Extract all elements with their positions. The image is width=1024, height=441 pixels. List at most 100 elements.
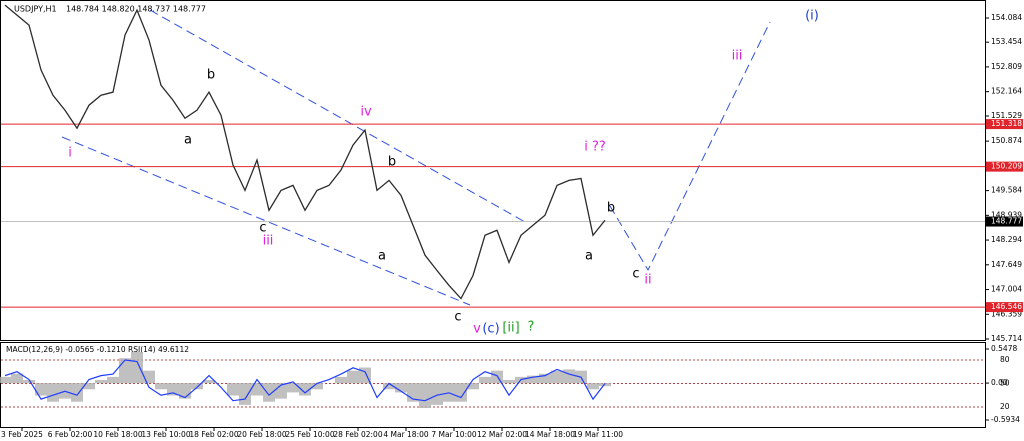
macd-bar xyxy=(479,376,491,384)
wave-label: a xyxy=(184,133,192,148)
macd-bar xyxy=(83,383,95,390)
x-tick-label: 12 Mar 02:00 xyxy=(477,430,527,439)
macd-bar xyxy=(551,370,563,384)
price-tag xyxy=(986,216,1023,227)
y-tick-label: 150.874 xyxy=(991,136,1022,145)
macd-bar xyxy=(419,383,431,408)
level-tag xyxy=(986,119,1023,130)
macd-bar xyxy=(263,383,275,402)
wave-label: a xyxy=(378,249,386,264)
wave-label: iii xyxy=(263,234,274,249)
quote: 148.784 148.820 148.737 148.777 xyxy=(66,5,206,14)
y-tick-label: 147.649 xyxy=(991,260,1022,269)
rsi-line xyxy=(4,359,606,402)
x-tick-label: 14 Mar 18:00 xyxy=(525,430,575,439)
macd-bar xyxy=(455,383,467,402)
wave-label: b xyxy=(607,201,615,216)
y-tick-label: 153.454 xyxy=(991,37,1022,46)
macd-bar xyxy=(563,369,575,384)
wave-label: c xyxy=(454,310,461,325)
macd-bar xyxy=(0,376,11,384)
macd-bar xyxy=(383,383,395,390)
macd-bar xyxy=(239,383,251,405)
x-tick-label: 3 Feb 2025 xyxy=(1,430,43,439)
symbol: USDJPY,H1 xyxy=(14,5,57,14)
wave-label: i xyxy=(68,146,72,161)
macd-bar xyxy=(431,383,443,405)
y-tick-label: 147.004 xyxy=(991,285,1022,294)
macd-bar xyxy=(107,376,119,384)
macd-bar xyxy=(191,383,203,390)
y-tick-label: 148.939 xyxy=(991,210,1022,219)
macd-bar xyxy=(395,383,407,393)
wave-label: b xyxy=(207,68,215,83)
wave-label: (c) xyxy=(482,322,499,337)
macd-bar xyxy=(11,373,23,384)
wave-label: ii xyxy=(644,273,651,288)
macd-bar xyxy=(23,379,35,384)
channel-bottom xyxy=(61,136,471,306)
rsi-level-label: 50 xyxy=(1000,378,1010,387)
level-tag xyxy=(986,161,1023,172)
level-label: 146.546 xyxy=(991,302,1022,311)
wave-label: a xyxy=(585,249,593,264)
level-tag xyxy=(986,302,1023,313)
level-label: 150.209 xyxy=(991,162,1022,171)
macd-bar xyxy=(119,358,131,384)
macd-bar xyxy=(47,383,59,402)
x-tick-label: 20 Feb 18:00 xyxy=(237,430,286,439)
y-tick-label: 154.084 xyxy=(991,13,1022,22)
rsi-level-label: 20 xyxy=(1000,402,1010,411)
macd-bar xyxy=(599,383,611,387)
wave-label: v xyxy=(473,322,481,337)
x-tick-label: 13 Feb 10:00 xyxy=(141,430,190,439)
price-line-series xyxy=(4,4,606,300)
macd-bar xyxy=(467,383,479,390)
macd-bar xyxy=(131,351,143,384)
x-tick-label: 4 Mar 18:00 xyxy=(383,430,429,439)
macd-bar xyxy=(203,379,215,384)
macd-bar xyxy=(299,383,311,396)
wave-label: i ?? xyxy=(584,140,606,155)
y-tick-label: 145.714 xyxy=(991,334,1022,343)
x-tick-label: 28 Feb 02:00 xyxy=(333,430,382,439)
level-label: 151.318 xyxy=(991,119,1022,128)
wave-channel xyxy=(61,9,771,306)
wave-label: iii xyxy=(732,49,743,64)
wave-label: c xyxy=(632,267,639,282)
x-tick-label: 18 Feb 02:00 xyxy=(189,430,238,439)
macd-bar xyxy=(491,370,503,384)
wave-label: c xyxy=(259,221,266,236)
y-tick-label: 146.359 xyxy=(991,309,1022,318)
macd-bar xyxy=(503,379,515,384)
macd-bar xyxy=(143,370,155,384)
y-tick-label: 149.584 xyxy=(991,186,1022,195)
macd-bar xyxy=(251,383,263,396)
macd-bar xyxy=(71,383,83,402)
x-tick-label: 7 Mar 10:00 xyxy=(431,430,477,439)
y-tick-label: 148.294 xyxy=(991,235,1022,244)
wave-label: (i) xyxy=(805,9,819,24)
y-tick-label: 152.809 xyxy=(991,62,1022,71)
x-tick-label: 19 Mar 11:00 xyxy=(573,430,623,439)
macd-bar xyxy=(311,383,323,390)
macd-bar xyxy=(95,379,107,384)
price-label: 148.777 xyxy=(991,217,1022,226)
macd-bar xyxy=(335,376,347,384)
x-tick-label: 6 Feb 02:00 xyxy=(48,430,93,439)
x-tick-label: 25 Feb 10:00 xyxy=(285,430,334,439)
macd-bar xyxy=(527,375,539,384)
wave-label: iv xyxy=(360,105,372,120)
macd-bar xyxy=(587,383,599,390)
macd-bar xyxy=(167,383,179,396)
macd-bar xyxy=(35,383,47,396)
wave-label: b xyxy=(388,155,396,170)
rsi-level-label: 80 xyxy=(1000,355,1010,364)
macd-bar xyxy=(539,373,551,384)
macd-bar xyxy=(155,383,167,390)
macd-bar xyxy=(287,383,299,393)
main-panel xyxy=(0,0,986,341)
x-tick-label: 10 Feb 18:00 xyxy=(93,430,142,439)
y-tick-label: 151.529 xyxy=(991,111,1022,120)
